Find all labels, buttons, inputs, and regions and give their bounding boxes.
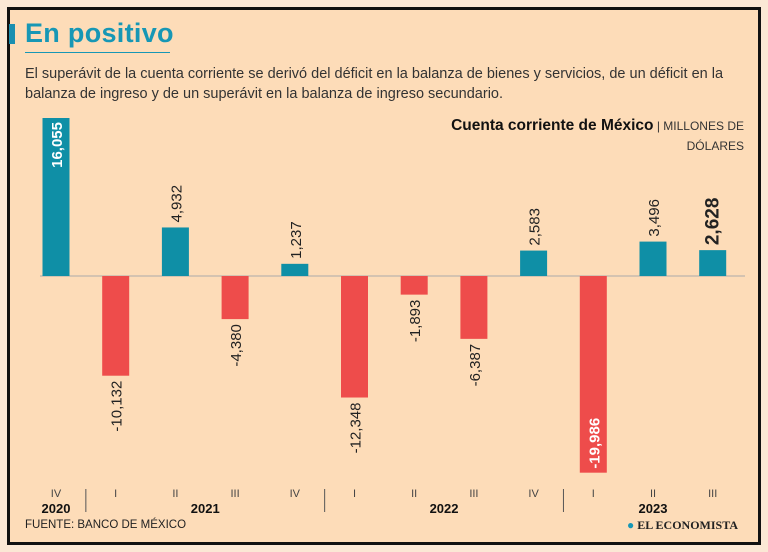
quarter-tick-label: III — [231, 488, 240, 500]
bar — [161, 227, 189, 276]
quarter-tick-label: II — [411, 488, 417, 500]
data-label: 1,237 — [288, 221, 305, 259]
page-title: En positivo — [25, 18, 174, 48]
data-label: -4,380 — [228, 324, 245, 367]
data-label: -6,387 — [467, 344, 484, 387]
quarter-tick-label: IV — [290, 488, 301, 500]
data-label: 2,628 — [703, 198, 724, 246]
bar — [281, 263, 309, 276]
title-accent-bar — [9, 24, 15, 44]
quarter-tick-label: IV — [528, 488, 539, 500]
data-label: 3,496 — [646, 199, 663, 237]
year-label: 2021 — [191, 501, 220, 516]
bar — [400, 276, 428, 295]
quarter-tick-label: II — [650, 488, 656, 500]
chart-title: Cuenta corriente de México | MILLONES DE… — [451, 117, 744, 153]
data-label: -19,986 — [586, 418, 603, 469]
brand-name: EL ECONOMISTA — [637, 518, 738, 532]
bar — [579, 276, 607, 473]
year-label: 2020 — [42, 501, 71, 516]
bar — [42, 118, 70, 276]
quarter-tick-label: III — [469, 488, 478, 500]
data-label: 4,932 — [168, 185, 185, 223]
bar — [460, 276, 488, 339]
data-label: 16,055 — [49, 122, 66, 168]
bar — [639, 241, 667, 276]
quarter-tick-label: I — [114, 488, 117, 500]
bar — [520, 250, 548, 276]
bar — [341, 276, 368, 398]
chart-unit: MILLONES DE DÓLARES — [663, 119, 744, 153]
brand-logo: ● EL ECONOMISTA — [627, 518, 738, 533]
bar — [221, 276, 249, 320]
chart-title-main: Cuenta corriente de México — [451, 117, 654, 134]
brand-icon: ● — [626, 518, 635, 532]
data-label: -12,348 — [348, 403, 365, 454]
year-label: 2023 — [639, 501, 668, 516]
quarter-tick-label: I — [353, 488, 356, 500]
year-label: 2022 — [430, 501, 459, 516]
title-underline — [25, 52, 170, 53]
quarter-tick-label: I — [592, 488, 595, 500]
bar — [699, 250, 727, 276]
quarter-tick-label: III — [708, 488, 717, 500]
data-label: -1,893 — [407, 300, 424, 343]
subtitle: El superávit de la cuenta corriente se d… — [25, 66, 724, 102]
source-note: FUENTE: BANCO DE MÉXICO — [25, 519, 187, 531]
data-label: 2,583 — [527, 208, 544, 246]
quarter-tick-label: II — [172, 488, 178, 500]
quarter-tick-label: IV — [51, 488, 62, 500]
data-label: -10,132 — [109, 381, 126, 432]
bar — [102, 276, 130, 376]
